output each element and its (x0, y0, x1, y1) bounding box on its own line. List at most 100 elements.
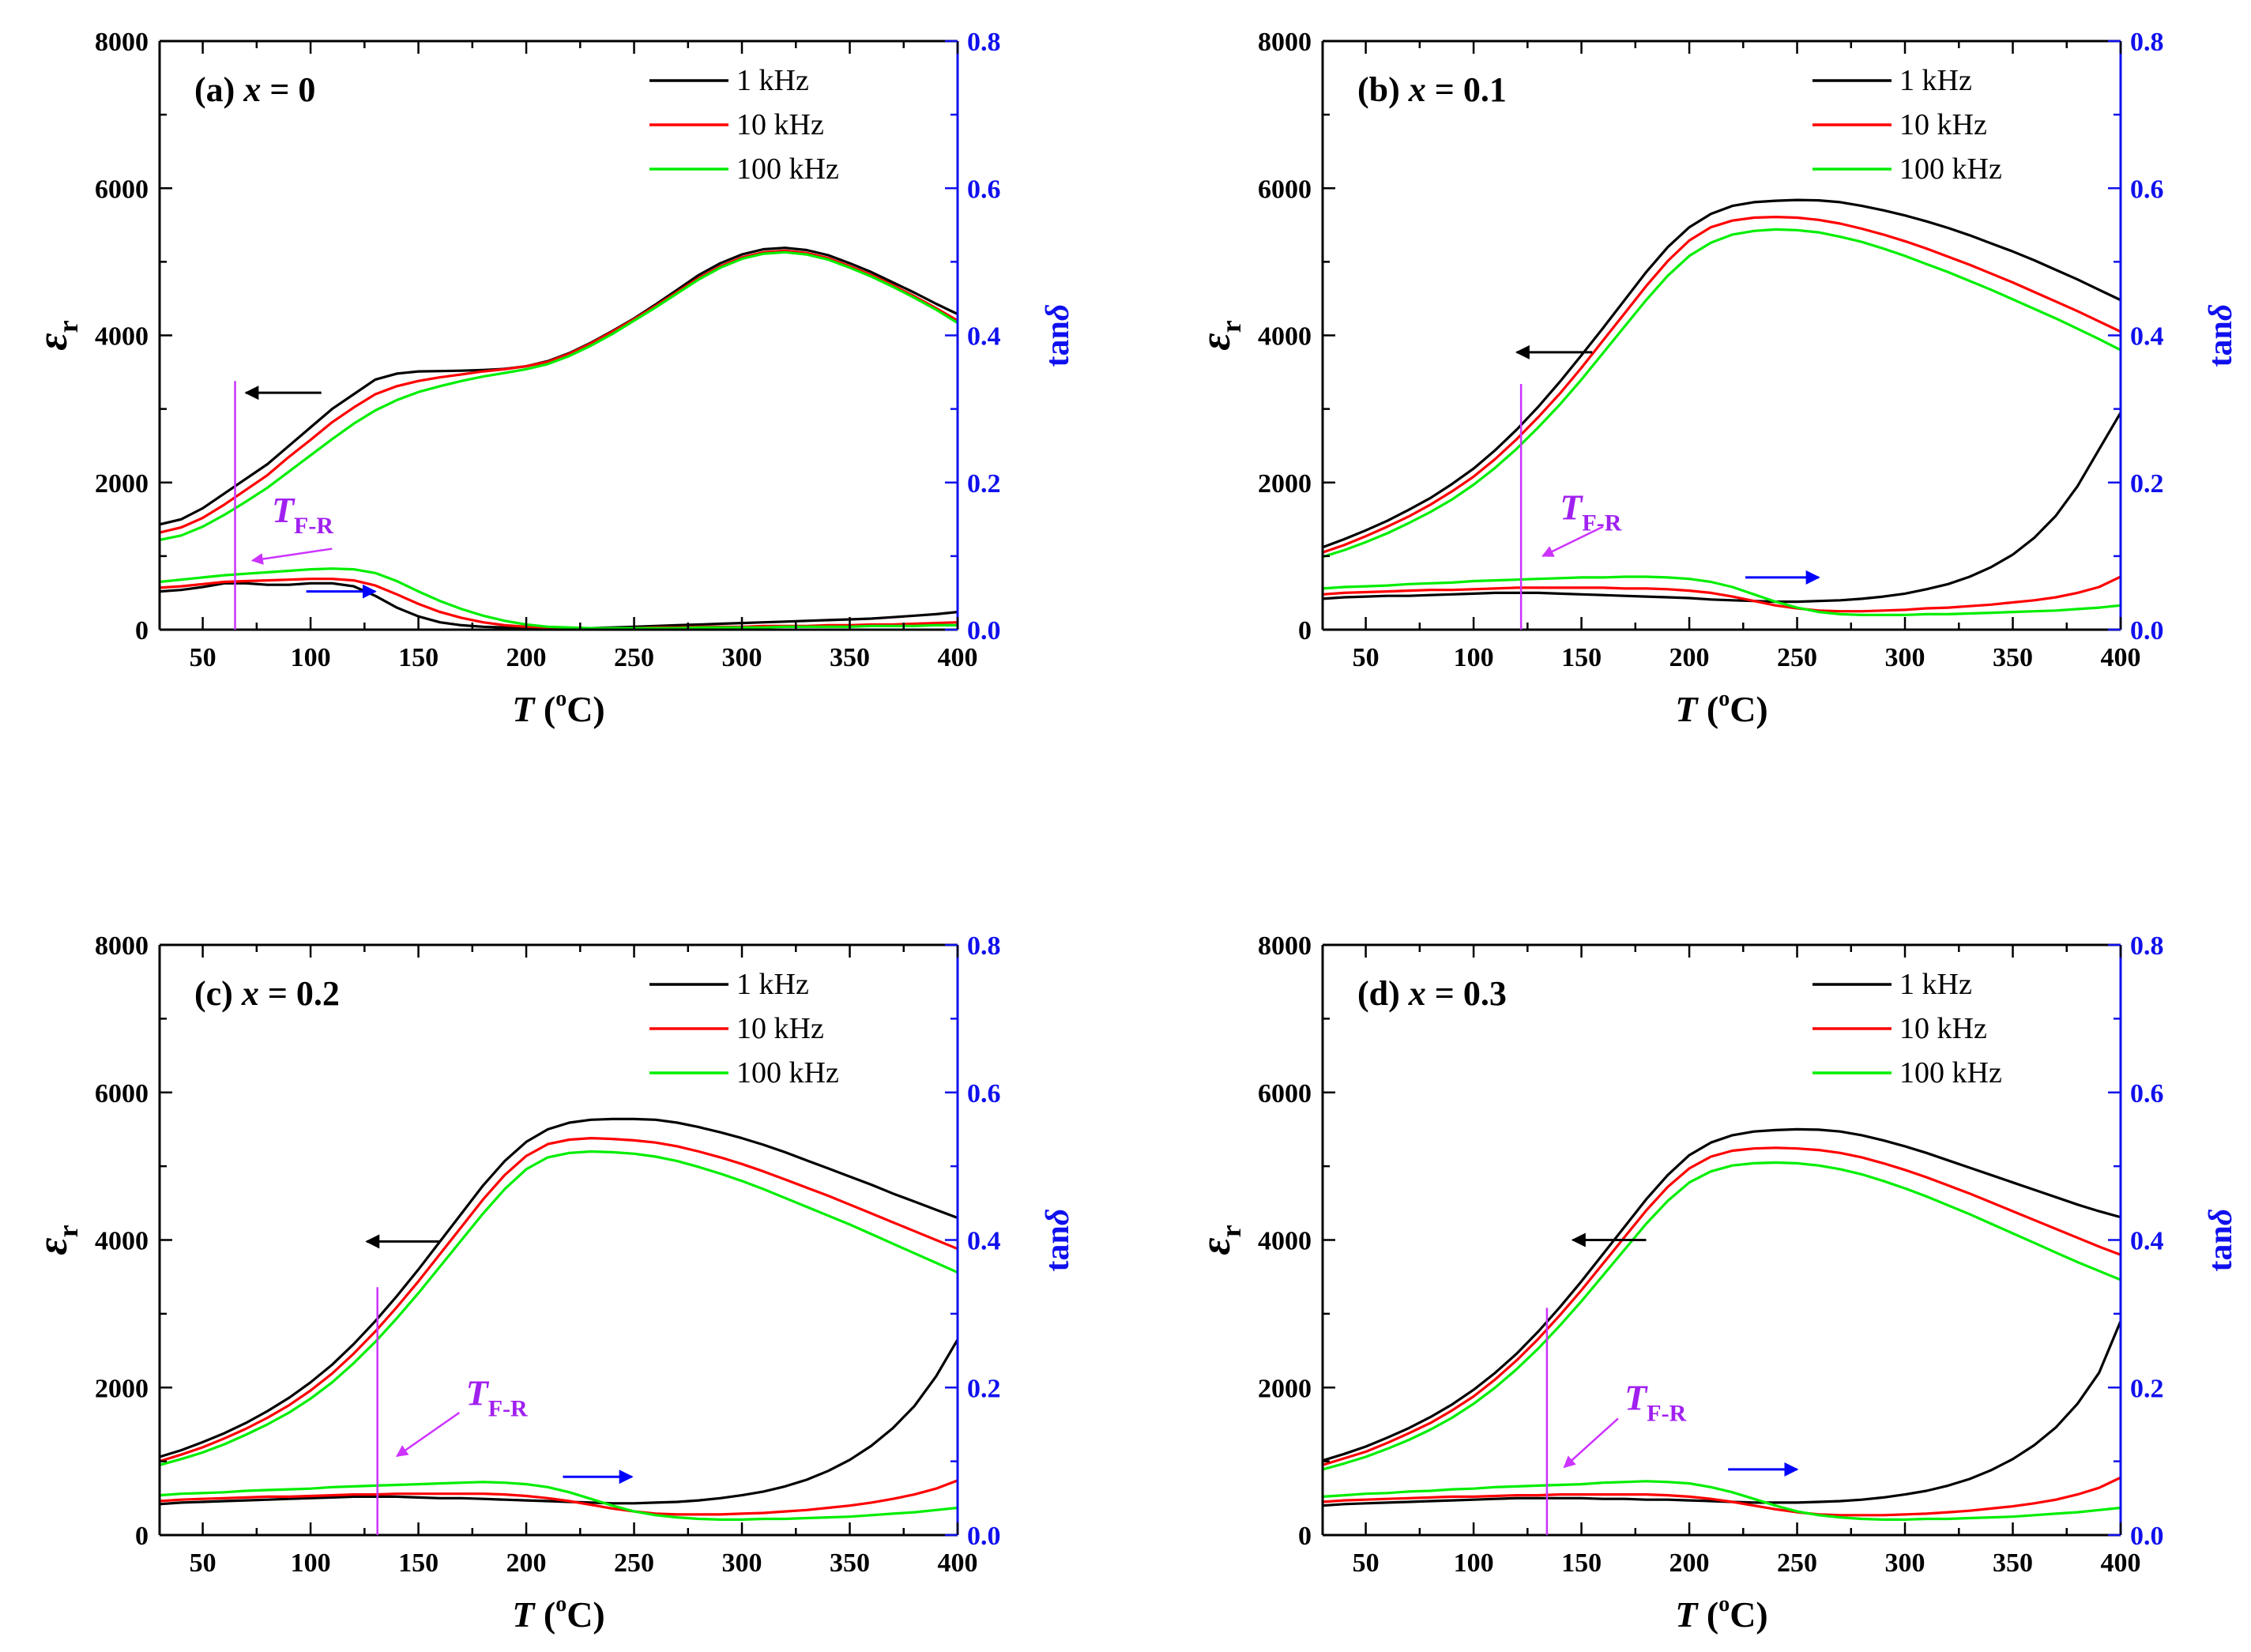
x-tick-label: 50 (1353, 1549, 1380, 1578)
x-tick-label: 50 (190, 643, 216, 672)
x-tick-label: 200 (1669, 1549, 1710, 1578)
x-axis-label-degree: o (555, 687, 567, 711)
y-left-tick-label: 0 (1298, 1522, 1312, 1551)
series-10-khz-line (1323, 216, 2121, 554)
tfr-label: TF-R (1624, 1377, 1686, 1426)
y-axis-left-label-sub: r (1215, 320, 1247, 333)
panel-label: (d) x = 0.3 (1357, 974, 1507, 1013)
y-right-tick-label: 0.8 (967, 931, 1001, 961)
x-tick-label: 300 (722, 1549, 762, 1578)
legend-label: 1 kHz (1899, 968, 1972, 1001)
y-left-tick-label: 6000 (1258, 1079, 1312, 1108)
panel-label: (c) x = 0.2 (194, 974, 340, 1013)
y-left-tick-label: 8000 (95, 931, 149, 961)
legend-label: 10 kHz (736, 1012, 824, 1045)
series-10-khz-tan-line (1323, 575, 2121, 613)
panel-label-var: x (241, 974, 259, 1013)
y-axis-right-label-delta: δ (1040, 1209, 1076, 1226)
legend-label: 10 kHz (736, 108, 824, 141)
y-axis-left-label-sub: r (52, 1225, 84, 1237)
x-tick-label: 100 (1454, 643, 1494, 672)
y-axis-right-label: tanδ (1040, 1209, 1076, 1272)
panel-label: (a) x = 0 (194, 70, 315, 109)
series-10-khz-tan-line (1323, 1476, 2121, 1517)
x-axis-label: T (oC) (1675, 687, 1767, 729)
y-left-tick-label: 2000 (1258, 1374, 1312, 1403)
series-1-khz-line (1323, 198, 2121, 549)
y-right-tick-label: 0.6 (967, 175, 1001, 204)
x-axis-label-open: ( (534, 689, 555, 729)
y-axis-right-label-delta: δ (1040, 304, 1076, 322)
x-axis-label-var: T (1675, 689, 1699, 729)
y-right-tick-label: 0.6 (967, 1079, 1001, 1108)
y-right-tick-label: 0.8 (967, 28, 1001, 57)
x-tick-label: 100 (1454, 1549, 1494, 1578)
panel-c: 50 100 150 200 250 300 350 40002000400060008000… (28, 931, 1076, 1635)
y-left-tick-label: 6000 (95, 175, 149, 204)
y-left-tick-label: 4000 (95, 322, 149, 352)
x-axis-label-open: ( (1697, 1594, 1718, 1635)
legend-label: 10 kHz (1899, 1012, 1987, 1045)
x-tick-label: 50 (190, 1549, 216, 1578)
series-10-khz-tan-line (160, 1479, 958, 1516)
y-axis-right-label: tanδ (2203, 1209, 2239, 1272)
series-100-khz-tan-line (1323, 575, 2121, 617)
x-tick-label: 150 (398, 1549, 439, 1578)
y-axis-right-label-delta: δ (2203, 304, 2239, 322)
legend-label: 100 kHz (1899, 1056, 2002, 1089)
y-right-tick-label: 0.4 (967, 1227, 1001, 1256)
y-axis-left-label-sub: r (1215, 1225, 1247, 1237)
y-right-tick-label: 0.4 (967, 322, 1001, 352)
y-right-tick-label: 0.0 (967, 616, 1001, 645)
y-axis-left-label: εr (28, 1225, 84, 1255)
y-left-tick-label: 0 (135, 1522, 149, 1551)
panel-label-var: x (243, 70, 261, 109)
tfr-pointer-arrow (250, 548, 333, 565)
y-right-tick-label: 0.2 (967, 469, 1001, 499)
x-tick-label: 400 (938, 643, 978, 672)
legend-label: 1 kHz (736, 968, 809, 1001)
y-axis-left-label-main: ε (1191, 1237, 1239, 1255)
y-right-tick-label: 0.4 (2130, 1227, 2164, 1256)
y-right-tick-label: 0.6 (2130, 1079, 2164, 1108)
x-tick-label: 350 (830, 643, 870, 672)
y-axis-right-label: tanδ (2203, 304, 2239, 367)
y-left-tick-label: 6000 (95, 1079, 149, 1108)
y-left-tick-label: 4000 (1258, 322, 1312, 352)
tfr-label-main: T (272, 490, 295, 530)
x-axis-label-degree: o (1718, 687, 1730, 711)
y-axis-right-label-main: tan (1040, 321, 1076, 367)
panel-label-prefix: (b) (1357, 70, 1409, 109)
x-tick-label: 150 (1561, 1549, 1602, 1578)
tfr-label-main: T (1624, 1377, 1648, 1417)
series-1-khz-line (1323, 1127, 2121, 1462)
y-right-tick-label: 0.2 (2130, 1374, 2164, 1403)
series-10-khz-line (1323, 1146, 2121, 1466)
y-left-tick-label: 4000 (95, 1227, 149, 1256)
y-left-tick-label: 8000 (1258, 931, 1312, 961)
panel-label-prefix: (c) (194, 974, 242, 1013)
y-left-tick-label: 2000 (95, 469, 149, 499)
y-axis-right-label: tanδ (1040, 304, 1076, 367)
legend-label: 10 kHz (1899, 108, 1987, 141)
x-axis-label-var: T (1675, 1594, 1699, 1635)
x-tick-label: 300 (722, 643, 762, 672)
x-tick-label: 300 (1885, 643, 1925, 672)
tfr-pointer-arrow (1563, 1417, 1619, 1469)
x-axis-label-var: T (512, 1594, 536, 1635)
tfr-label: TF-R (466, 1373, 528, 1422)
x-tick-label: 150 (398, 643, 439, 672)
series-100-khz-tan-line (160, 567, 958, 630)
legend-label: 1 kHz (1899, 64, 1972, 97)
tfr-label-sub: F-R (1582, 510, 1621, 536)
x-axis-label-var: T (512, 689, 536, 729)
series-10-khz-line (160, 1136, 958, 1463)
y-axis-right-label-main: tan (2203, 321, 2239, 367)
series-1-khz-tan-line (1323, 412, 2121, 604)
y-left-tick-label: 8000 (95, 28, 149, 57)
series-1-khz-tan-line (1323, 1320, 2121, 1507)
panel-label: (b) x = 0.1 (1357, 70, 1507, 109)
legend-label: 100 kHz (1899, 152, 2002, 186)
y-right-tick-label: 0.0 (2130, 616, 2164, 645)
x-axis-label-unit: C) (567, 689, 605, 729)
